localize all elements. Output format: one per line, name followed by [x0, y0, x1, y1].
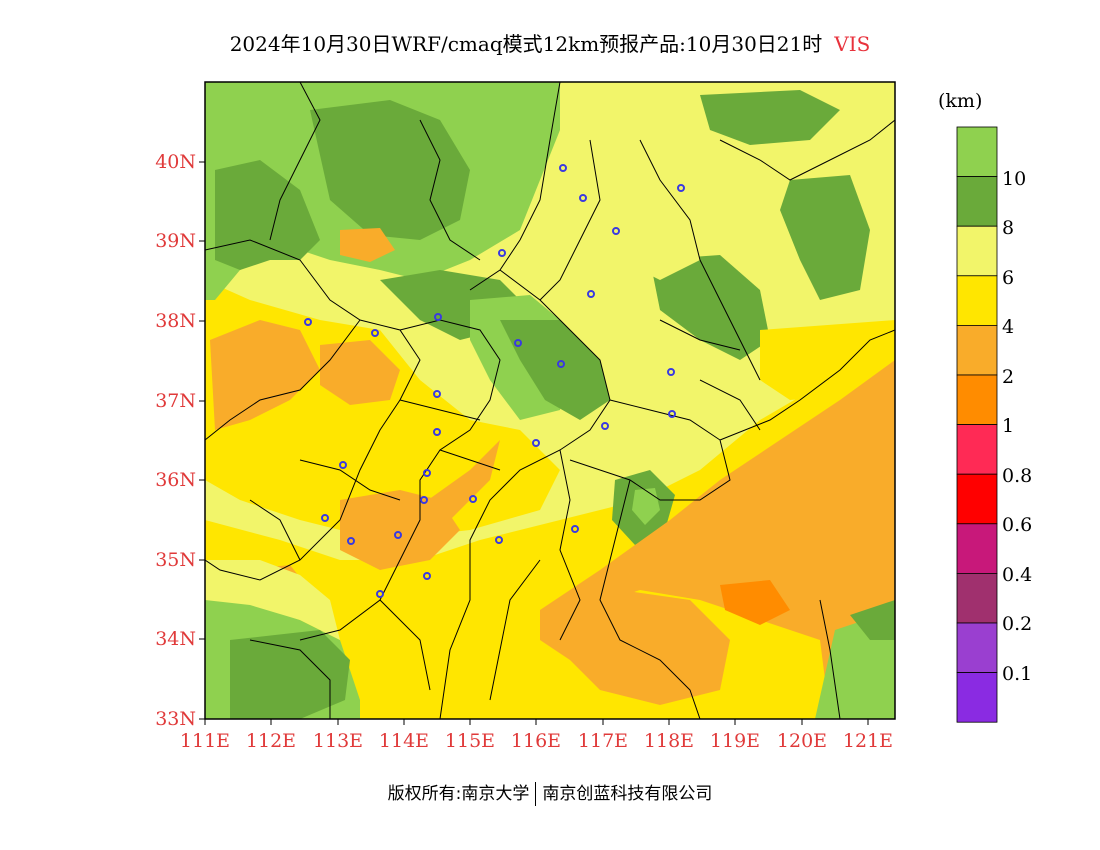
colorbar-swatch	[956, 275, 998, 326]
lon-tick: 118E	[643, 730, 695, 752]
lat-tick: 38N	[155, 310, 196, 332]
lat-tick: 39N	[155, 230, 196, 252]
footer-divider	[535, 782, 537, 806]
visibility-field	[205, 82, 895, 719]
city-markers	[304, 164, 685, 598]
city-marker	[498, 249, 506, 257]
title-variable: VIS	[834, 32, 871, 56]
copyright-right: 南京创蓝科技有限公司	[542, 784, 713, 804]
city-marker	[469, 495, 477, 503]
chart-title: 2024年10月30日WRF/cmaq模式12km预报产品:10月30日21时 V…	[0, 28, 1100, 57]
lon-tick: 115E	[444, 730, 496, 752]
lat-tick: 37N	[155, 390, 196, 412]
copyright-footer: 版权所有:南京大学 南京创蓝科技有限公司	[0, 779, 1100, 806]
colorbar-swatch	[956, 324, 998, 376]
colorbar-label: 0.1	[1002, 663, 1033, 685]
colorbar-label: 0.4	[1002, 564, 1033, 586]
city-marker	[423, 469, 431, 477]
lon-tick: 114E	[378, 730, 430, 752]
city-marker	[394, 531, 402, 539]
lon-tick: 113E	[312, 730, 364, 752]
lon-tick: 121E	[842, 730, 894, 752]
title-main: 2024年10月30日WRF/cmaq模式12km预报产品:10月30日21时	[229, 32, 823, 56]
colorbar-label: 8	[1002, 217, 1015, 239]
lat-tick: 35N	[155, 549, 196, 571]
city-marker	[559, 164, 567, 172]
colorbar-label: 2	[1002, 366, 1015, 388]
city-marker	[321, 514, 329, 522]
colorbar-label: 6	[1002, 267, 1015, 289]
colorbar-swatch	[956, 473, 998, 525]
colorbar-swatch	[956, 374, 998, 425]
city-marker	[557, 360, 565, 368]
lat-tick: 40N	[155, 151, 196, 173]
lat-tick: 34N	[155, 628, 196, 650]
lon-tick: 112E	[245, 730, 297, 752]
colorbar-label: 0.6	[1002, 514, 1033, 536]
city-marker	[420, 496, 428, 504]
colorbar-label: 1	[1002, 415, 1015, 437]
city-marker	[371, 329, 379, 337]
colorbar-unit: (km)	[938, 90, 983, 112]
colorbar-swatch	[956, 424, 998, 475]
colorbar	[956, 126, 998, 723]
city-marker	[667, 368, 675, 376]
city-marker	[423, 572, 431, 580]
colorbar-label: 10	[1002, 168, 1027, 190]
city-marker	[304, 318, 312, 326]
city-marker	[677, 184, 685, 192]
colorbar-label: 0.8	[1002, 465, 1033, 487]
city-marker	[668, 410, 676, 418]
colorbar-swatch	[956, 672, 998, 723]
lon-tick: 120E	[776, 730, 828, 752]
lon-tick: 117E	[577, 730, 629, 752]
admin-borders	[205, 82, 895, 719]
city-marker	[532, 439, 540, 447]
city-marker	[571, 525, 579, 533]
copyright-left: 版权所有:南京大学	[387, 784, 530, 804]
lon-tick: 119E	[709, 730, 761, 752]
city-marker	[433, 390, 441, 398]
colorbar-swatch	[956, 573, 998, 624]
city-marker	[601, 422, 609, 430]
colorbar-swatch	[956, 126, 998, 177]
colorbar-label: 4	[1002, 316, 1015, 338]
lat-tick: 36N	[155, 469, 196, 491]
colorbar-swatch	[956, 622, 998, 673]
city-marker	[376, 590, 384, 598]
axis-ticks	[199, 161, 869, 725]
city-marker	[587, 290, 595, 298]
city-marker	[612, 227, 620, 235]
city-marker	[495, 536, 503, 544]
lat-tick: 33N	[155, 708, 196, 730]
lon-tick: 111E	[179, 730, 231, 752]
city-marker	[514, 339, 522, 347]
city-marker	[579, 194, 587, 202]
colorbar-swatch	[956, 225, 998, 277]
city-marker	[433, 428, 441, 436]
lon-tick: 116E	[510, 730, 562, 752]
city-marker	[339, 461, 347, 469]
colorbar-swatch	[956, 523, 998, 574]
colorbar-swatch	[956, 176, 998, 227]
city-marker	[434, 313, 442, 321]
colorbar-label: 0.2	[1002, 613, 1033, 635]
city-marker	[347, 537, 355, 545]
